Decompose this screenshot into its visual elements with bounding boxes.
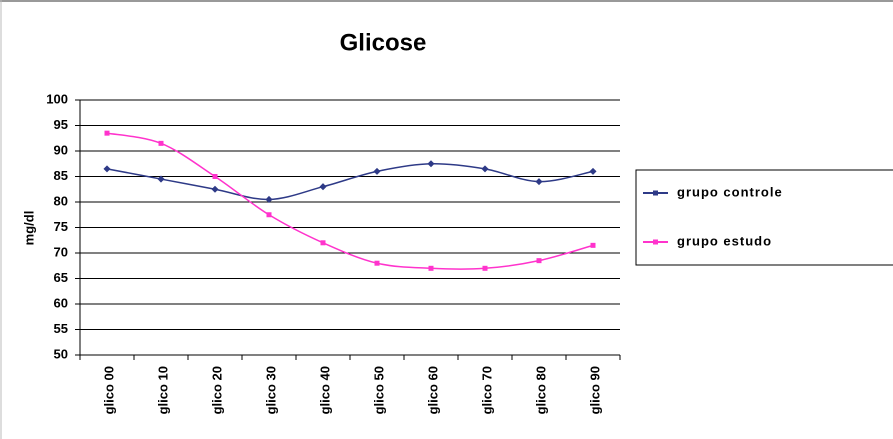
y-tick-label: 90	[54, 142, 68, 157]
y-tick-label: 80	[54, 193, 68, 208]
y-tick-label: 95	[54, 117, 68, 132]
y-axis-label: mg/dl	[21, 211, 36, 246]
legend-box	[635, 169, 893, 266]
x-tick-label: glico 40	[317, 366, 332, 414]
chart-title: Glicose	[340, 29, 427, 56]
data-point	[265, 195, 273, 203]
data-point	[158, 140, 164, 146]
data-point	[536, 258, 542, 264]
x-tick-label: glico 70	[479, 366, 494, 414]
legend-marker	[653, 190, 658, 196]
y-tick-label: 85	[54, 168, 68, 183]
data-point	[481, 165, 489, 173]
x-tick-label: glico 10	[155, 366, 170, 414]
data-point	[103, 165, 111, 173]
x-tick-label: glico 90	[587, 366, 602, 414]
data-point	[589, 167, 597, 175]
data-point	[374, 260, 380, 266]
y-tick-label: 55	[54, 321, 68, 336]
x-tick-label: glico 00	[101, 366, 116, 414]
data-point	[104, 130, 110, 136]
y-tick-label: 75	[54, 219, 68, 234]
y-tick-label: 60	[54, 295, 68, 310]
data-point	[590, 242, 596, 248]
data-point	[428, 265, 434, 271]
data-point	[373, 167, 381, 175]
data-point	[319, 183, 327, 191]
y-tick-label: 65	[54, 270, 68, 285]
series-line	[106, 162, 594, 201]
y-tick-label: 70	[54, 244, 68, 259]
legend-marker	[653, 239, 658, 245]
data-point	[157, 175, 165, 183]
legend-label: grupo estudo	[677, 233, 772, 248]
data-point	[266, 212, 272, 218]
x-tick-label: glico 80	[533, 366, 548, 414]
legend-label: grupo controle	[677, 184, 783, 199]
data-point	[482, 265, 488, 271]
series-line	[106, 132, 594, 270]
x-tick-label: glico 60	[425, 366, 440, 414]
y-tick-label: 100	[46, 91, 68, 106]
data-point	[212, 174, 218, 179]
data-point	[211, 185, 219, 193]
x-tick-label: glico 30	[263, 366, 278, 414]
x-tick-label: glico 50	[371, 366, 386, 414]
data-point	[320, 240, 326, 246]
data-point	[535, 178, 543, 186]
data-point	[427, 160, 435, 168]
x-tick-label: glico 20	[209, 366, 224, 414]
y-tick-label: 50	[54, 346, 68, 361]
